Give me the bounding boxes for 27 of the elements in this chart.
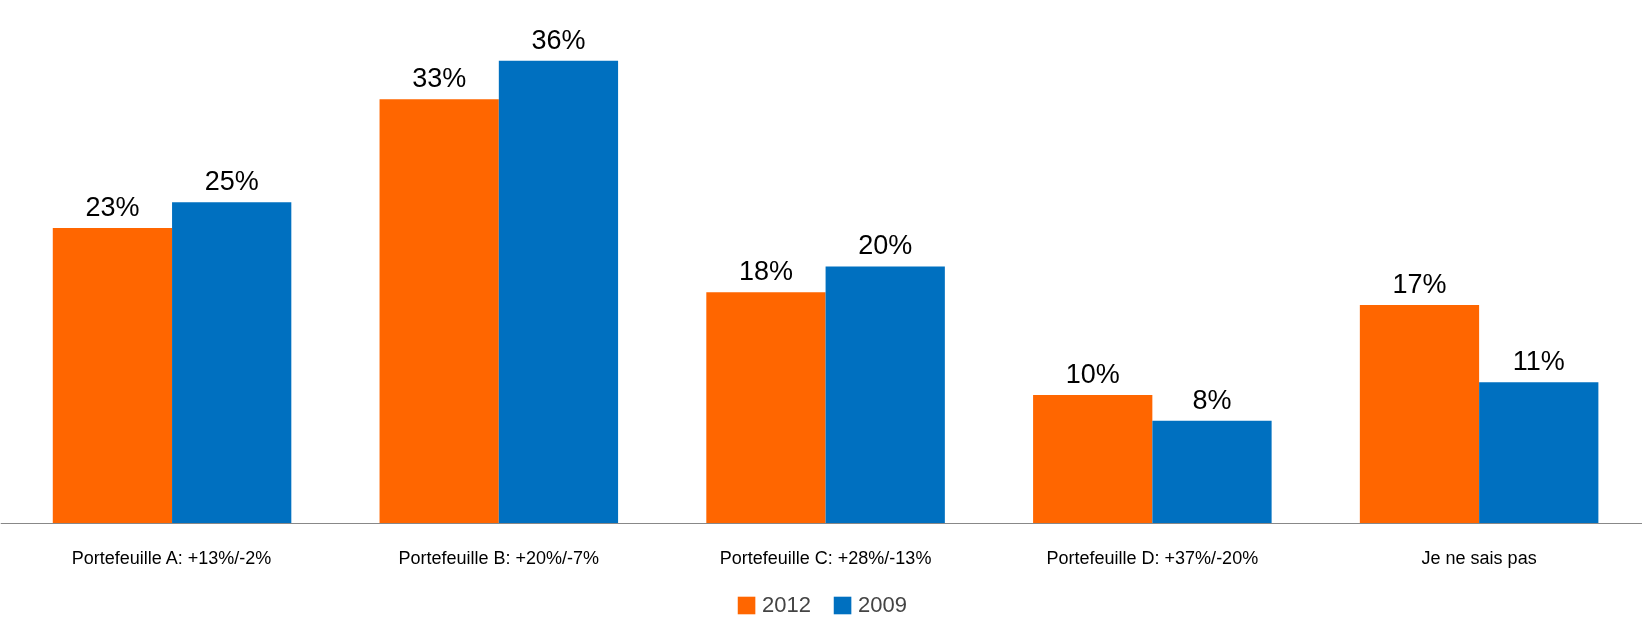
data-label: 23% <box>85 191 140 222</box>
data-label: 20% <box>858 230 913 261</box>
x-tick-label: Je ne sais pas <box>1421 547 1537 568</box>
bar <box>172 202 292 524</box>
x-tick-label: Portefeuille B: +20%/-7% <box>398 547 600 568</box>
legend-label: 2009 <box>858 592 907 618</box>
data-label: 11% <box>1512 346 1565 377</box>
data-label: 25% <box>204 166 259 197</box>
bar <box>1359 305 1480 524</box>
data-label: 10% <box>1065 359 1120 390</box>
bar <box>825 266 945 524</box>
data-label: 18% <box>738 256 793 287</box>
x-tick-label: Portefeuille C: +28%/-13% <box>719 547 932 568</box>
x-tick-label: Portefeuille A: +13%/-2% <box>71 547 272 568</box>
data-label: 17% <box>1392 269 1447 300</box>
bar <box>1033 395 1153 524</box>
bar <box>498 60 619 524</box>
bar <box>52 227 173 524</box>
bar <box>706 292 826 524</box>
bar <box>1479 382 1599 524</box>
bar <box>379 99 499 524</box>
bar <box>1152 420 1272 524</box>
data-label: 33% <box>412 63 467 94</box>
x-tick-label: Portefeuille D: +37%/-20% <box>1046 547 1259 568</box>
data-label: 36% <box>531 24 586 55</box>
data-label: 8% <box>1192 384 1232 415</box>
legend-label: 2012 <box>762 592 811 618</box>
